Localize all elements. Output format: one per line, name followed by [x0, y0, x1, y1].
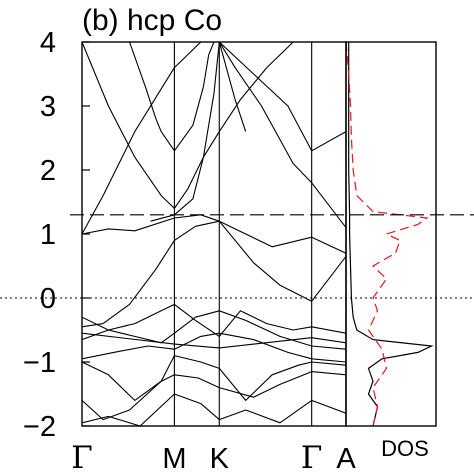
y-axis: −2 −1 0 1 2 3 4 — [23, 27, 90, 443]
y-tick-label-3: 1 — [40, 219, 56, 251]
band-13 — [128, 42, 247, 152]
k-label-2: K — [210, 443, 230, 474]
band-4 — [82, 303, 346, 337]
dos-dashed-curve — [346, 42, 429, 426]
band-3 — [82, 214, 346, 302]
band-11 — [82, 42, 312, 209]
y-tick-label-1: −1 — [23, 347, 56, 379]
band-1 — [82, 332, 346, 349]
k-label-0: Γ — [71, 440, 93, 474]
y-tick-label-2: 0 — [40, 283, 56, 315]
band-2 — [82, 220, 346, 328]
band-8 — [82, 371, 346, 421]
k-label-3: Γ — [301, 440, 323, 474]
band-12 — [150, 42, 346, 228]
high-symmetry-lines — [173, 42, 313, 426]
band-6 — [82, 332, 346, 363]
k-label-4: A — [336, 443, 356, 474]
y-tick-label-4: 2 — [40, 155, 56, 187]
dos-lines — [346, 42, 434, 426]
dos-solid-curve — [348, 42, 434, 426]
dos-axis-label: DOS — [381, 436, 429, 461]
dos-panel-frame — [345, 41, 437, 427]
band-9 — [82, 393, 346, 426]
band-5 — [82, 310, 346, 350]
band-10 — [82, 42, 346, 235]
panel-title: (b) hcp Co — [82, 4, 222, 37]
band-panel-frame — [81, 41, 347, 427]
y-tick-label-6: 4 — [40, 27, 56, 59]
k-label-1: M — [162, 443, 186, 474]
y-tick-label-0: −2 — [23, 411, 56, 443]
y-tick-label-5: 3 — [40, 91, 56, 123]
band-7 — [82, 355, 346, 401]
band-lines — [82, 42, 346, 426]
